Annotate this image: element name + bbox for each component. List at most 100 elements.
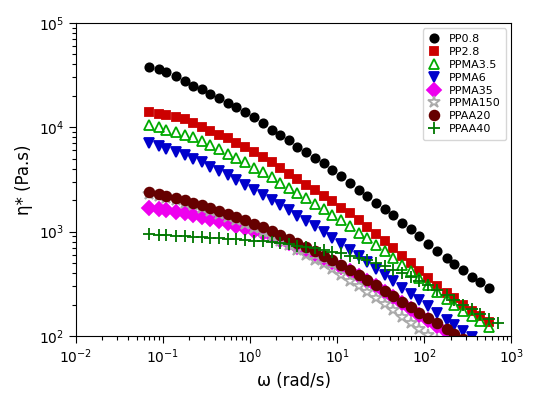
PPMA150 (294, 247, 301, 252)
PPMA3.5 (225, 151, 231, 156)
PPMA35 (320, 256, 327, 260)
PPAA20 (172, 196, 179, 200)
PPMA6 (182, 153, 188, 158)
PPMA150 (163, 196, 170, 200)
PP0.8 (381, 207, 388, 211)
PP2.8 (242, 145, 248, 150)
PPMA6 (443, 317, 450, 322)
Line: PPMA35: PPMA35 (144, 203, 494, 361)
PPMA150 (277, 238, 283, 243)
PPMA150 (269, 234, 275, 239)
PP2.8 (443, 290, 450, 295)
Line: PPAA40: PPAA40 (144, 228, 503, 329)
PP0.8 (233, 105, 240, 110)
PPMA3.5 (277, 180, 283, 185)
PP2.8 (399, 253, 405, 258)
PPAA20 (312, 249, 319, 254)
PPMA6 (390, 279, 397, 284)
PPAA40 (146, 232, 153, 237)
PPMA3.5 (156, 125, 162, 130)
PPMA6 (337, 242, 344, 247)
PP2.8 (172, 115, 179, 119)
PPMA3.5 (373, 242, 379, 247)
PPMA6 (486, 345, 493, 350)
PPMA35 (381, 289, 388, 294)
PPMA3.5 (347, 224, 353, 229)
PPAA20 (390, 294, 397, 299)
PP2.8 (347, 211, 353, 216)
PP0.8 (337, 174, 344, 179)
PPAA20 (146, 190, 153, 194)
PPMA150 (182, 200, 188, 205)
PP2.8 (477, 314, 483, 319)
PPMA150 (381, 302, 388, 307)
PPAA20 (381, 289, 388, 294)
PPMA3.5 (294, 190, 301, 195)
PPMA150 (434, 338, 440, 343)
PPAA40 (477, 312, 483, 317)
PPMA6 (251, 188, 257, 192)
PPAA40 (373, 261, 379, 266)
PP0.8 (216, 96, 222, 100)
PPAA40 (416, 279, 423, 284)
PPMA150 (259, 230, 266, 234)
PPMA6 (303, 219, 309, 224)
PPMA6 (233, 178, 240, 183)
PPMA3.5 (468, 314, 475, 319)
PP0.8 (407, 227, 414, 232)
PPMA35 (337, 264, 344, 269)
PPAA20 (225, 211, 231, 216)
PPAA40 (294, 243, 301, 248)
PPMA150 (225, 215, 231, 220)
PPMA6 (364, 260, 370, 264)
PPMA6 (416, 298, 423, 303)
PPMA3.5 (399, 262, 405, 267)
PPMA150 (320, 262, 327, 267)
Line: PPMA150: PPMA150 (143, 188, 504, 386)
PPAA40 (443, 292, 450, 297)
PP0.8 (373, 200, 379, 205)
PPMA6 (294, 213, 301, 218)
PP2.8 (251, 149, 257, 154)
PPAA40 (198, 235, 205, 240)
PPAA40 (347, 253, 353, 258)
PPMA3.5 (364, 236, 370, 241)
PPAA20 (329, 258, 336, 262)
PP2.8 (460, 302, 466, 307)
PP2.8 (216, 132, 222, 137)
PPAA40 (251, 238, 257, 243)
PP0.8 (434, 249, 440, 254)
PP2.8 (207, 128, 213, 133)
PPAA40 (434, 288, 440, 292)
PPMA150 (303, 252, 309, 257)
PPAA40 (269, 240, 275, 245)
PP0.8 (294, 144, 301, 149)
PP0.8 (286, 138, 292, 143)
PPMA35 (269, 234, 275, 239)
PPMA35 (468, 344, 475, 349)
PPMA3.5 (416, 275, 423, 280)
PPAA20 (495, 357, 501, 362)
PP2.8 (373, 232, 379, 237)
PPMA150 (407, 320, 414, 325)
PP2.8 (233, 141, 240, 146)
PPMA6 (277, 202, 283, 207)
PPMA3.5 (242, 160, 248, 165)
PPAA40 (233, 237, 240, 242)
PPMA150 (495, 377, 501, 382)
PPMA150 (443, 344, 450, 349)
PPMA3.5 (477, 319, 483, 324)
PP0.8 (146, 64, 153, 69)
PPAA20 (251, 221, 257, 226)
PPMA6 (190, 156, 196, 161)
PPMA35 (277, 237, 283, 242)
PPMA3.5 (286, 186, 292, 191)
PPMA35 (198, 215, 205, 220)
PPMA150 (425, 332, 431, 337)
PPMA6 (225, 173, 231, 178)
PPMA35 (286, 241, 292, 245)
PPMA6 (460, 328, 466, 333)
PPMA3.5 (486, 324, 493, 329)
PPMA6 (399, 286, 405, 290)
PP0.8 (190, 83, 196, 88)
